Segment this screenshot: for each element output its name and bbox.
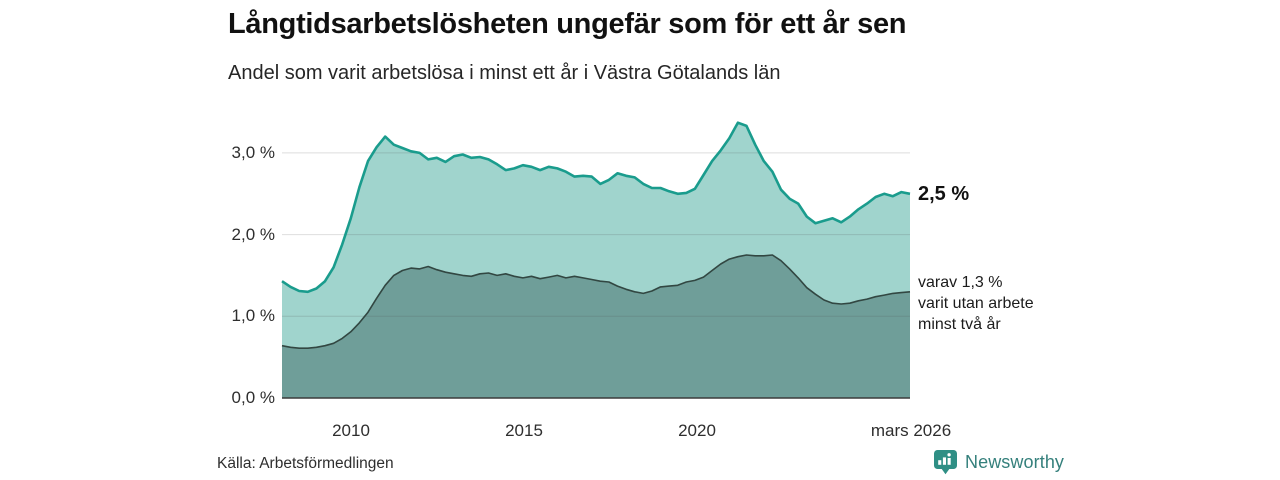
area-subset-fill: [282, 255, 910, 398]
y-tick-0: 0,0 %: [231, 388, 275, 407]
chart-title: Långtidsarbetslösheten ungefär som för e…: [228, 8, 907, 40]
y-tick-1: 1,0 %: [231, 306, 275, 325]
chart-subtitle: Andel som varit arbetslösa i minst ett å…: [228, 62, 781, 84]
subset-label-line3: minst två år: [918, 316, 1001, 333]
y-tick-2: 2,0 %: [231, 225, 275, 244]
y-tick-3: 3,0 %: [231, 143, 275, 162]
newsworthy-logo-icon: [934, 450, 957, 475]
line-total: [281, 121, 911, 294]
brand-lockup: Newsworthy: [933, 449, 1064, 476]
series-end-label-subset: varav 1,3 % varit utan arbete minst två …: [918, 272, 1034, 335]
x-tick-mars-2026: mars 2026: [870, 421, 952, 440]
source-credit: Källa: Arbetsförmedlingen: [217, 455, 394, 472]
x-tick-2015: 2015: [505, 421, 543, 440]
series-end-label-total: 2,5 %: [918, 183, 970, 205]
subset-label-line2: varit utan arbete: [918, 295, 1034, 312]
gridlines: [282, 152, 910, 317]
x-tick-2010: 2010: [332, 421, 370, 440]
x-tick-2020: 2020: [678, 421, 716, 440]
line-subset: [281, 254, 911, 349]
subset-label-line1: varav 1,3 %: [918, 274, 1003, 291]
brand-name: Newsworthy: [965, 452, 1065, 472]
